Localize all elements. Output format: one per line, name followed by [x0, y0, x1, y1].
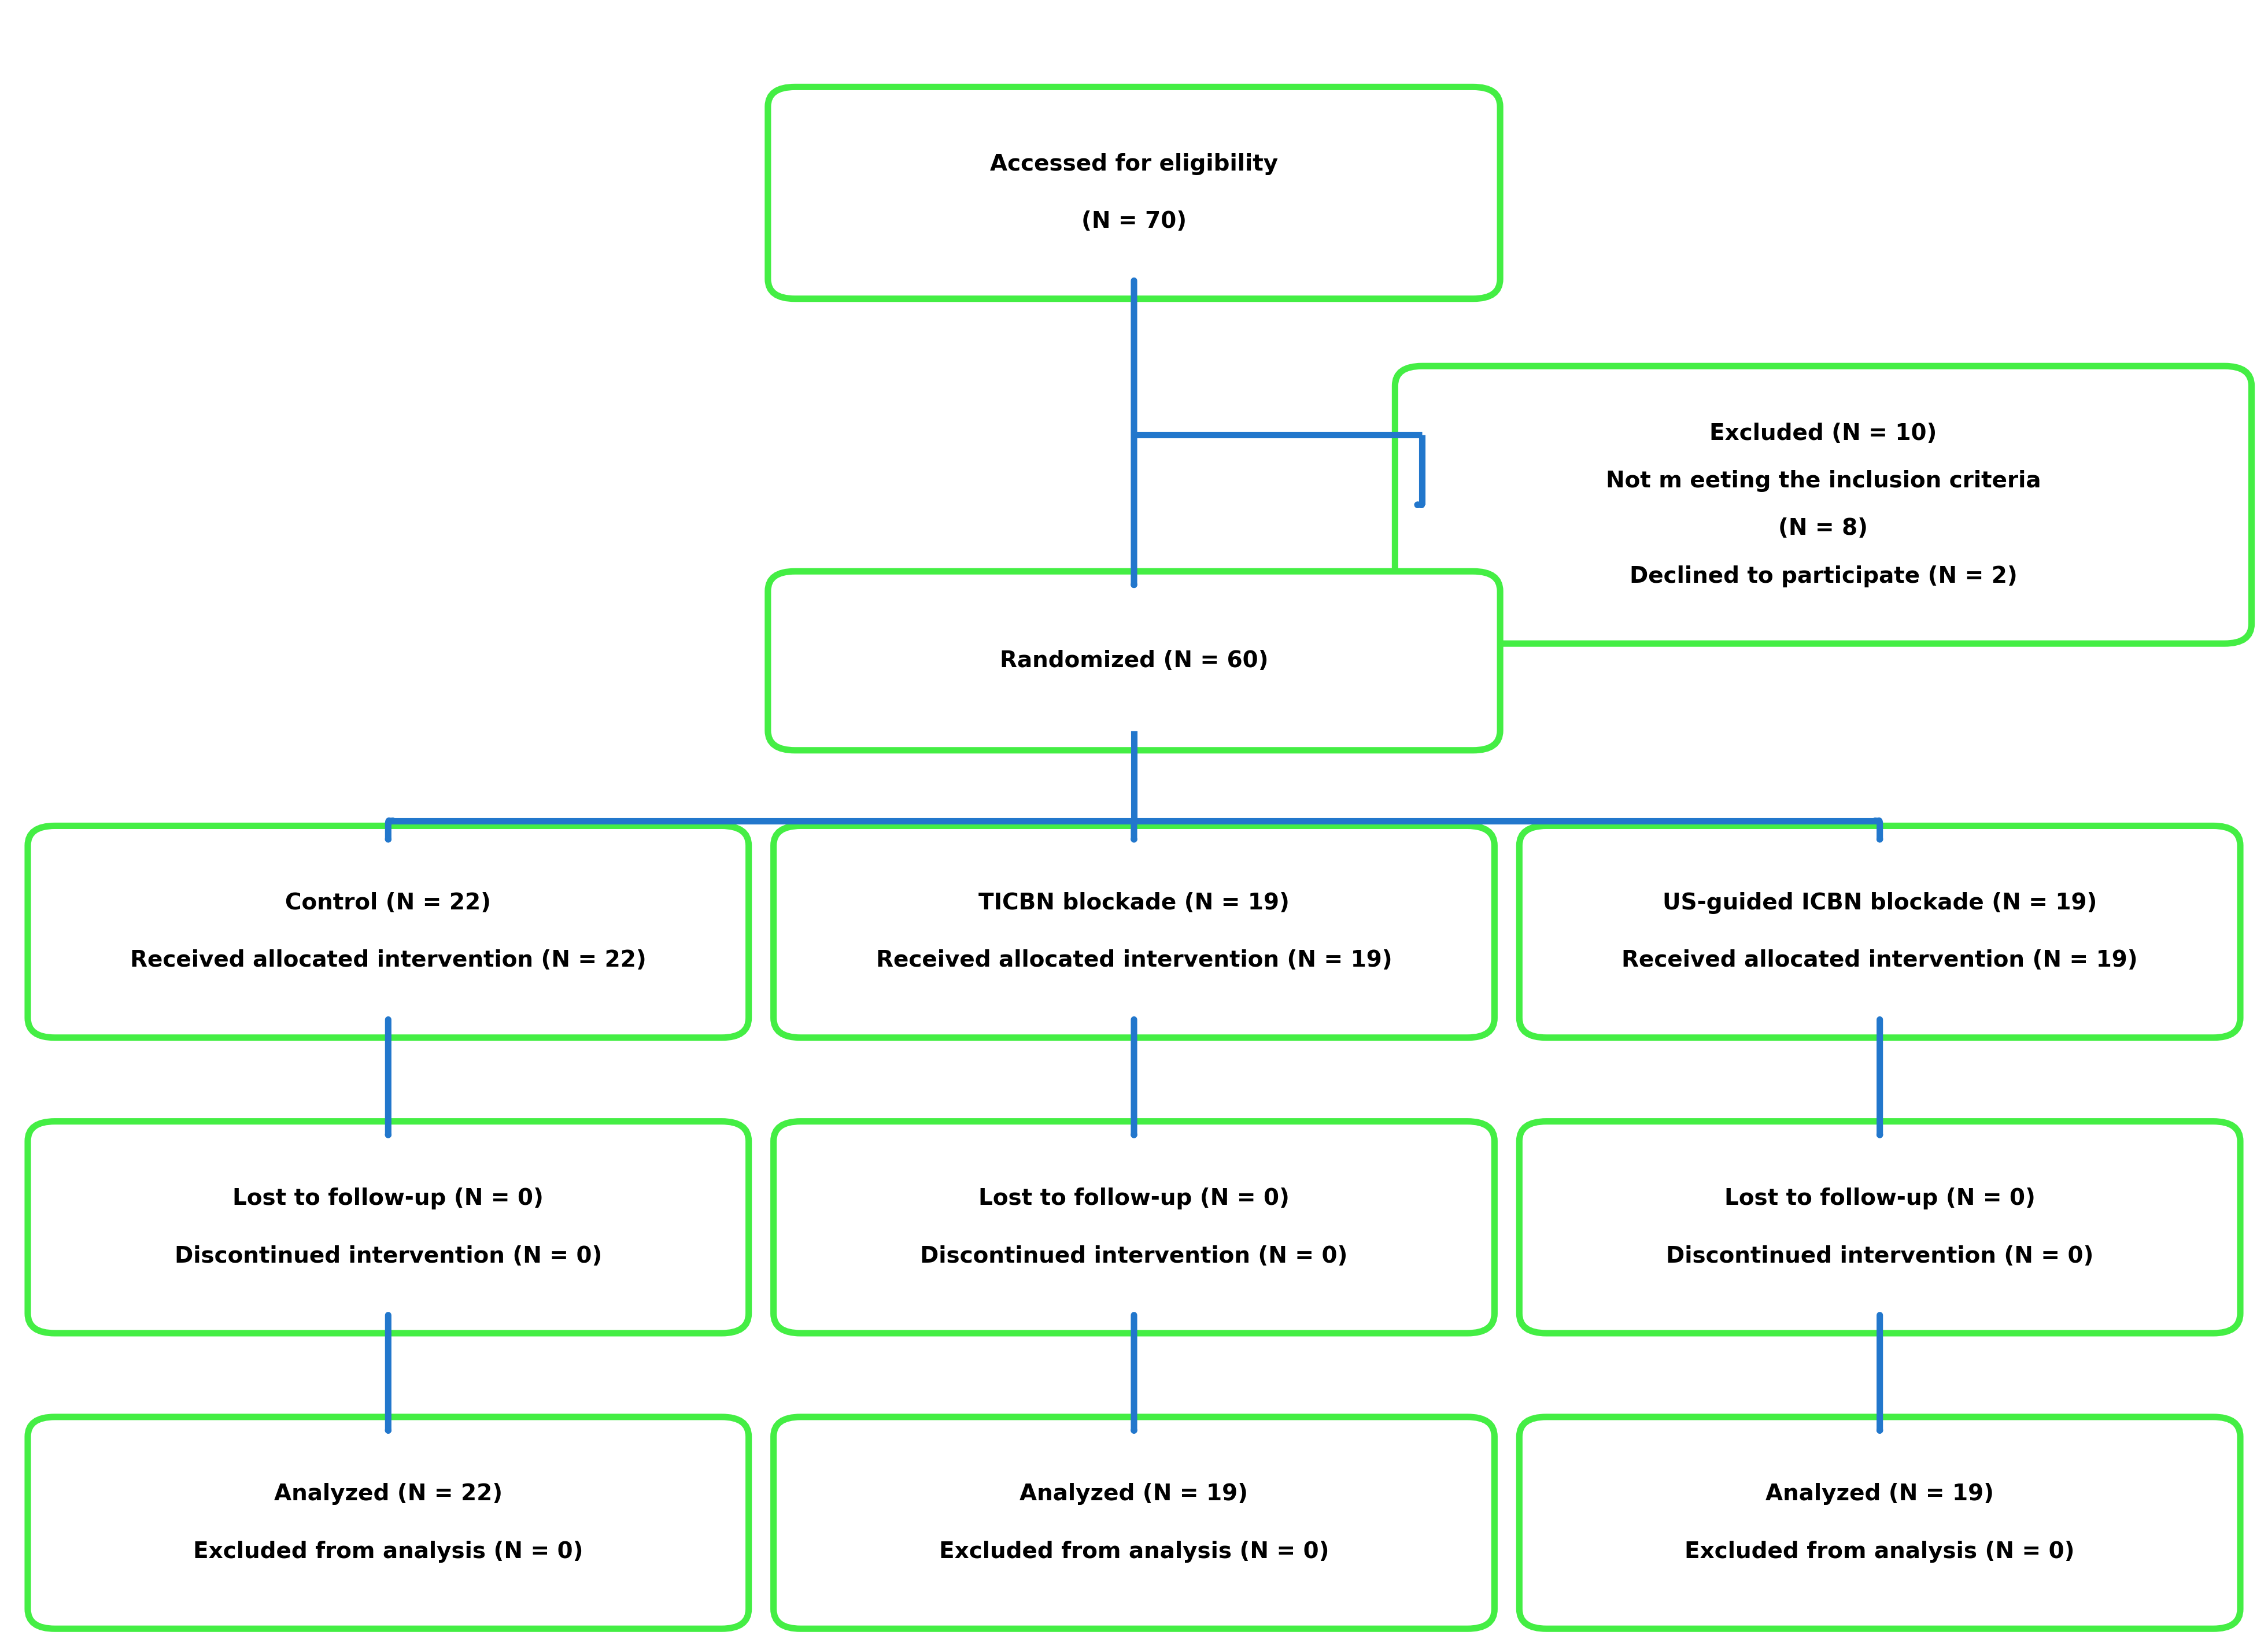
FancyBboxPatch shape [27, 825, 748, 1038]
FancyBboxPatch shape [773, 1417, 1495, 1629]
Text: Declined to participate (N = 2): Declined to participate (N = 2) [1628, 566, 2016, 587]
FancyBboxPatch shape [769, 87, 1499, 299]
Text: Lost to follow-up (N = 0): Lost to follow-up (N = 0) [234, 1188, 544, 1209]
Text: (N = 8): (N = 8) [1778, 518, 1869, 540]
Text: TICBN blockade (N = 19): TICBN blockade (N = 19) [978, 893, 1290, 914]
Text: Analyzed (N = 19): Analyzed (N = 19) [1765, 1483, 1994, 1505]
Text: Received allocated intervention (N = 19): Received allocated intervention (N = 19) [875, 949, 1393, 972]
Text: Received allocated intervention (N = 22): Received allocated intervention (N = 22) [129, 949, 646, 972]
FancyBboxPatch shape [773, 1122, 1495, 1333]
FancyBboxPatch shape [1395, 366, 2252, 644]
Text: Excluded from analysis (N = 0): Excluded from analysis (N = 0) [939, 1541, 1329, 1563]
Text: Randomized (N = 60): Randomized (N = 60) [1000, 650, 1268, 672]
Text: Discontinued intervention (N = 0): Discontinued intervention (N = 0) [1667, 1246, 2093, 1267]
FancyBboxPatch shape [773, 825, 1495, 1038]
Text: Excluded (N = 10): Excluded (N = 10) [1710, 422, 1937, 444]
Text: Analyzed (N = 22): Analyzed (N = 22) [274, 1483, 503, 1505]
Text: Lost to follow-up (N = 0): Lost to follow-up (N = 0) [1724, 1188, 2034, 1209]
Text: US-guided ICBN blockade (N = 19): US-guided ICBN blockade (N = 19) [1662, 893, 2098, 914]
Text: Received allocated intervention (N = 19): Received allocated intervention (N = 19) [1622, 949, 2139, 972]
Text: Discontinued intervention (N = 0): Discontinued intervention (N = 0) [175, 1246, 601, 1267]
Text: Analyzed (N = 19): Analyzed (N = 19) [1021, 1483, 1247, 1505]
FancyBboxPatch shape [1520, 1122, 2241, 1333]
Text: Accessed for eligibility: Accessed for eligibility [989, 153, 1279, 175]
FancyBboxPatch shape [27, 1122, 748, 1333]
Text: Lost to follow-up (N = 0): Lost to follow-up (N = 0) [978, 1188, 1290, 1209]
Text: Excluded from analysis (N = 0): Excluded from analysis (N = 0) [1685, 1541, 2075, 1563]
FancyBboxPatch shape [1520, 1417, 2241, 1629]
Text: Control (N = 22): Control (N = 22) [286, 893, 492, 914]
FancyBboxPatch shape [1520, 825, 2241, 1038]
Text: Excluded from analysis (N = 0): Excluded from analysis (N = 0) [193, 1541, 583, 1563]
FancyBboxPatch shape [769, 571, 1499, 751]
Text: Discontinued intervention (N = 0): Discontinued intervention (N = 0) [921, 1246, 1347, 1267]
Text: (N = 70): (N = 70) [1082, 211, 1186, 233]
Text: Not m eeting the inclusion criteria: Not m eeting the inclusion criteria [1606, 470, 2041, 492]
FancyBboxPatch shape [27, 1417, 748, 1629]
